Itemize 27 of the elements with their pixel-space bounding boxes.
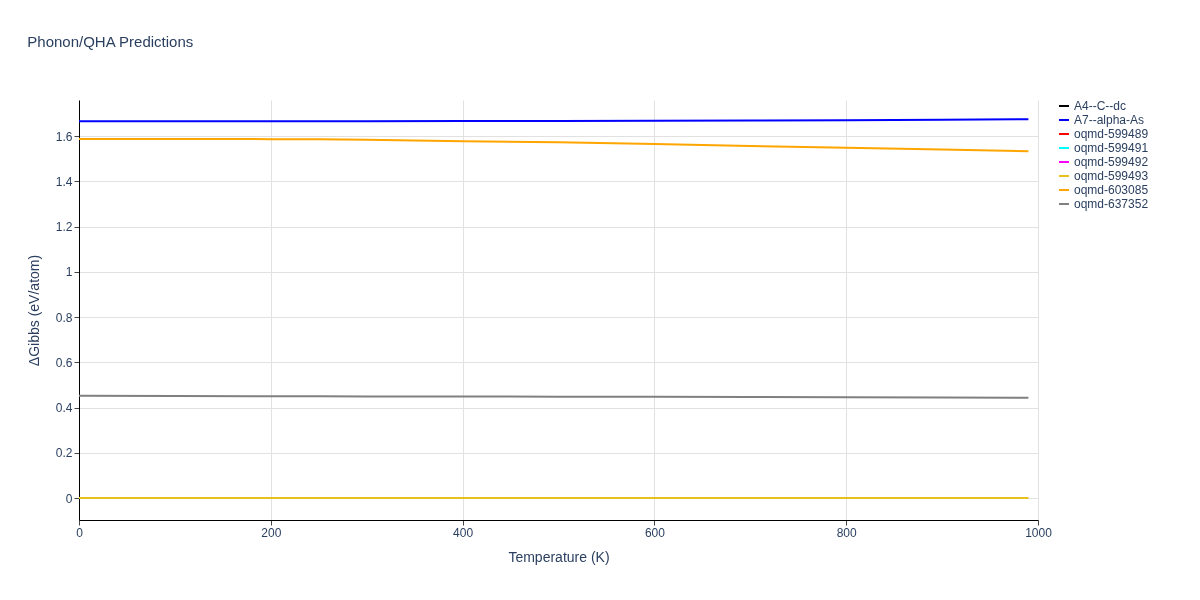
y-tick-label: 0.2	[55, 446, 73, 461]
x-tick-label: 400	[453, 525, 474, 540]
y-tick-label: 1.2	[55, 220, 73, 235]
y-tick-label: 0.6	[55, 355, 73, 370]
legend-label: A7--alpha-As	[1074, 113, 1145, 127]
legend-label: oqmd-599489	[1074, 127, 1149, 141]
chart-title: Phonon/QHA Predictions	[27, 33, 194, 50]
legend-label: oqmd-603085	[1074, 183, 1149, 197]
legend-label: oqmd-637352	[1074, 197, 1149, 211]
x-tick-label: 600	[644, 525, 666, 540]
y-tick-label: 1.6	[55, 129, 73, 144]
x-tick-label: 0	[76, 525, 84, 540]
y-tick-label: 0.8	[55, 310, 73, 325]
legend-label: A4--C--dc	[1074, 99, 1127, 113]
x-tick-label: 800	[836, 525, 858, 540]
y-axis-title: ΔGibbs (eV/atom)	[25, 254, 42, 367]
legend-label: oqmd-599492	[1074, 155, 1149, 169]
y-tick-label: 1	[65, 265, 73, 280]
legend-label: oqmd-599491	[1074, 141, 1149, 155]
y-tick-label: 0.4	[55, 401, 73, 416]
y-tick-label: 0	[65, 491, 73, 506]
x-axis-title: Temperature (K)	[508, 548, 610, 565]
y-tick-label: 1.4	[55, 174, 73, 189]
line-series	[79, 137, 1030, 153]
legend-label: oqmd-599493	[1074, 169, 1149, 183]
x-tick-label: 200	[261, 525, 282, 540]
x-tick-label: 1000	[1025, 525, 1053, 540]
